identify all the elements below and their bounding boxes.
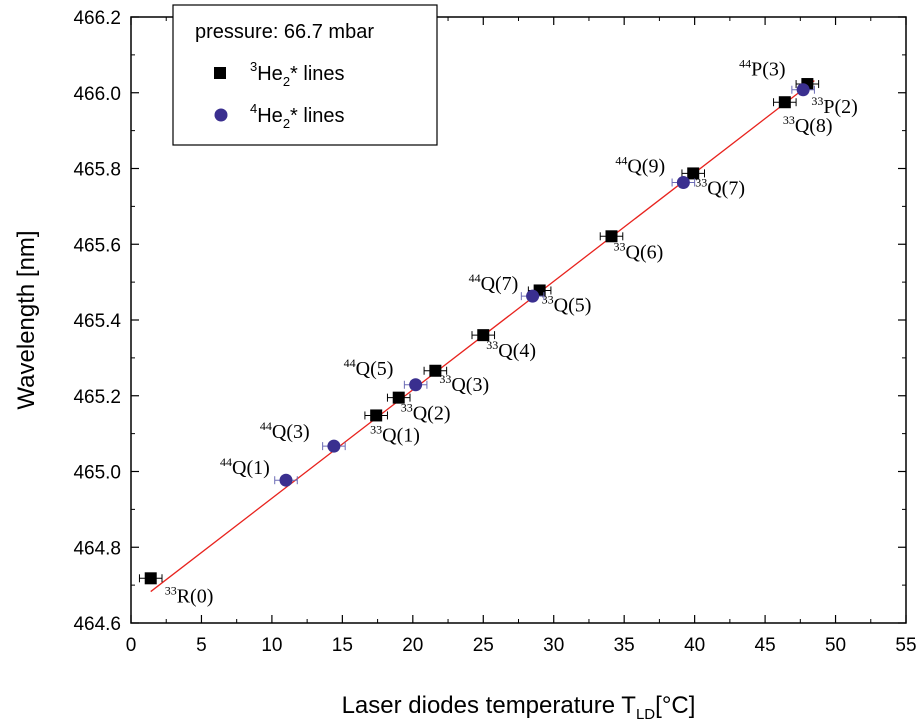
x-tick-label: 45 xyxy=(755,635,776,656)
data-point-he4 xyxy=(526,289,540,303)
data-label: 33R(0) xyxy=(165,583,214,607)
data-point-he3 xyxy=(605,230,618,243)
data-label: 33Q(6) xyxy=(614,239,664,263)
legend-entry: 4He2* lines xyxy=(250,101,345,131)
x-tick-label: 35 xyxy=(614,635,635,656)
data-label: 33P(2) xyxy=(811,94,857,118)
data-label: 33Q(4) xyxy=(486,338,536,362)
data-point-he3 xyxy=(687,167,700,180)
x-axis-title: Laser diodes temperature TLD[°C] xyxy=(342,692,696,723)
y-tick-label: 465.4 xyxy=(73,311,121,332)
x-tick-label: 15 xyxy=(332,635,353,656)
data-label: 44P(3) xyxy=(739,57,785,81)
data-point-he4 xyxy=(676,176,690,190)
y-tick-label: 465.8 xyxy=(73,160,121,181)
data-label: 33Q(3) xyxy=(439,372,489,396)
data-label: 44Q(3) xyxy=(260,419,310,443)
y-tick-label: 464.8 xyxy=(73,538,121,559)
y-tick-label: 464.6 xyxy=(73,614,121,635)
data-point-he4 xyxy=(279,473,293,487)
x-tick-label: 25 xyxy=(473,635,494,656)
x-tick-label: 55 xyxy=(895,635,916,656)
y-tick-label: 466.0 xyxy=(73,84,121,105)
x-tick-label: 10 xyxy=(261,635,282,656)
x-tick-label: 20 xyxy=(402,635,423,656)
legend-marker-he3 xyxy=(214,67,226,79)
data-point-he4 xyxy=(327,439,341,453)
data-label: 33Q(8) xyxy=(783,113,833,137)
x-tick-label: 30 xyxy=(543,635,564,656)
data-point-he3 xyxy=(778,96,791,109)
data-label: 44Q(5) xyxy=(344,356,394,380)
legend-marker-he4 xyxy=(214,108,228,122)
x-tick-label: 5 xyxy=(196,635,207,656)
data-point-he3 xyxy=(144,572,157,585)
data-point-he3 xyxy=(392,391,405,404)
data-label: 33Q(1) xyxy=(370,422,420,446)
data-point-he3 xyxy=(429,364,442,377)
x-tick-label: 0 xyxy=(126,635,137,656)
data-label: 33Q(2) xyxy=(401,401,451,425)
y-tick-label: 465.6 xyxy=(73,235,121,256)
data-label: 44Q(1) xyxy=(220,455,270,479)
x-tick-label: 50 xyxy=(825,635,846,656)
data-point-he4 xyxy=(409,378,423,392)
y-tick-label: 465.0 xyxy=(73,463,121,484)
data-point-he3 xyxy=(370,409,383,422)
data-label: 44Q(9) xyxy=(615,154,665,178)
data-point-he4 xyxy=(796,83,810,97)
legend-title: pressure: 66.7 mbar xyxy=(195,21,374,43)
data-point-he3 xyxy=(477,329,490,342)
data-label: 33Q(5) xyxy=(542,292,592,316)
y-tick-label: 466.2 xyxy=(73,8,121,29)
data-label: 33Q(7) xyxy=(695,175,745,199)
legend-entry: 3He2* lines xyxy=(250,59,345,89)
y-tick-label: 465.2 xyxy=(73,387,121,408)
data-label: 44Q(7) xyxy=(469,271,519,295)
y-axis-title: Wavelength [nm] xyxy=(13,230,40,409)
x-tick-label: 40 xyxy=(684,635,705,656)
